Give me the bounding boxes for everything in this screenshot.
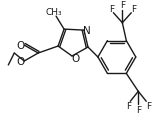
Text: F: F bbox=[131, 5, 136, 14]
Text: F: F bbox=[126, 101, 131, 110]
Text: F: F bbox=[146, 101, 151, 110]
Text: O: O bbox=[71, 53, 79, 63]
Text: N: N bbox=[83, 26, 91, 36]
Text: O: O bbox=[16, 56, 24, 66]
Text: F: F bbox=[136, 105, 141, 114]
Text: O: O bbox=[16, 41, 24, 51]
Text: CH₃: CH₃ bbox=[46, 8, 62, 17]
Text: F: F bbox=[109, 5, 114, 14]
Text: F: F bbox=[120, 1, 125, 10]
